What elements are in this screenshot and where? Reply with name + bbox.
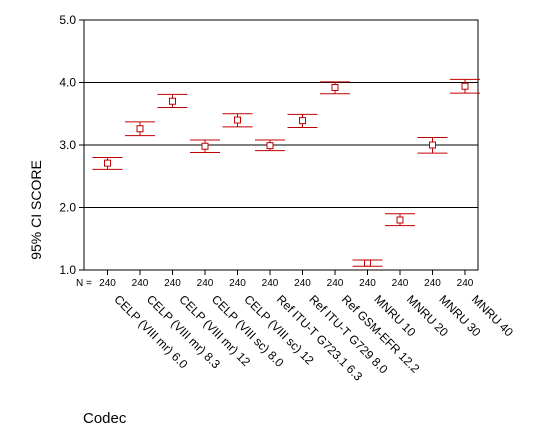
n-count-label: 240 xyxy=(229,278,246,289)
n-count-label: 240 xyxy=(164,278,181,289)
mean-marker xyxy=(104,159,111,167)
n-count-label: 240 xyxy=(359,278,376,289)
mean-marker xyxy=(364,259,371,267)
mean-marker xyxy=(266,142,274,150)
y-tick-label: 5.0 xyxy=(59,13,76,27)
n-count-label: 240 xyxy=(262,278,279,289)
y-tick-label: 3.0 xyxy=(59,138,76,152)
n-count-label: 240 xyxy=(132,278,149,289)
mean-marker xyxy=(331,84,339,91)
y-tick-label: 1.0 xyxy=(59,263,76,277)
y-tick-label: 4.0 xyxy=(59,76,76,90)
ci-series xyxy=(92,78,480,267)
mean-marker xyxy=(461,82,469,90)
n-count-label: 240 xyxy=(424,278,441,289)
mean-marker xyxy=(234,116,241,124)
n-count-label: 240 xyxy=(99,278,116,289)
mean-marker xyxy=(396,216,404,224)
y-tick-label: 2.0 xyxy=(59,201,76,215)
mean-marker xyxy=(169,97,176,105)
x-axis-title: Codec xyxy=(83,410,127,427)
n-count-label: 240 xyxy=(294,278,311,289)
y-axis-ticks: 1.0 2.0 3.0 4.0 5.0 xyxy=(59,13,466,277)
mean-marker xyxy=(429,141,436,149)
n-count-label: 240 xyxy=(197,278,214,289)
n-count-label: 240 xyxy=(392,278,409,289)
n-count-label: 240 xyxy=(327,278,344,289)
mean-marker xyxy=(299,117,306,125)
mean-marker xyxy=(136,125,144,133)
mean-marker xyxy=(201,142,209,150)
n-count-label: 240 xyxy=(457,278,474,289)
n-prefix-label: N = xyxy=(76,278,92,289)
n-row: N = 240 240 240 240 240 240 240 240 240 240 240 240 xyxy=(76,278,474,289)
y-axis-title: 95% CI SCORE xyxy=(28,160,44,260)
gridlines xyxy=(84,82,478,208)
